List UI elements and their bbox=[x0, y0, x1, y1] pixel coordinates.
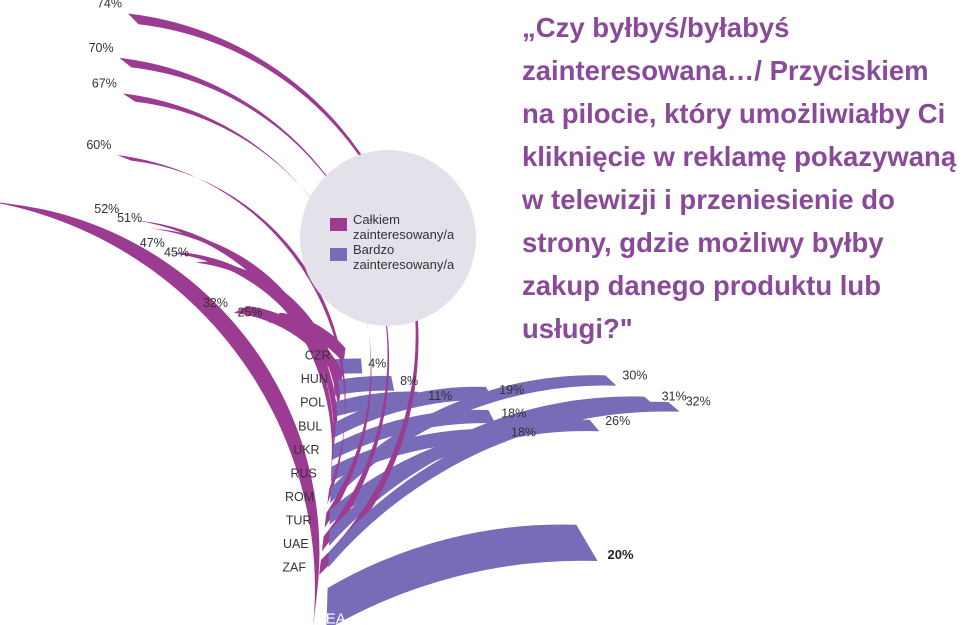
svg-text:zainteresowany/a: zainteresowany/a bbox=[353, 257, 455, 272]
svg-text:zainteresowany/a: zainteresowany/a bbox=[353, 227, 455, 242]
svg-text:Całkiem: Całkiem bbox=[353, 212, 400, 227]
svg-text:Bardzo: Bardzo bbox=[353, 242, 394, 257]
